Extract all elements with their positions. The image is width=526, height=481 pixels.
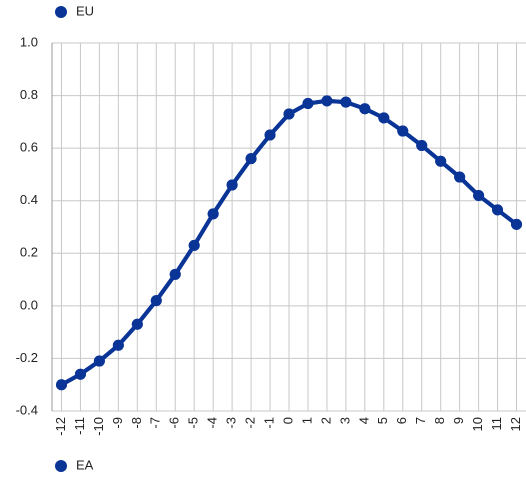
data-point [188,239,200,251]
data-point [207,208,219,220]
x-tick-label: 5 [375,417,390,424]
data-point [359,103,371,115]
data-point [169,268,181,280]
data-point [378,112,390,124]
data-point [435,155,447,167]
x-tick-label: 3 [337,417,352,424]
data-point [283,108,295,120]
x-tick-label: 7 [413,417,428,424]
data-point [226,179,238,191]
data-point [150,295,162,307]
data-point [131,318,143,330]
data-point [454,171,466,183]
y-tick-label: 0.2 [20,245,38,260]
x-tick-label: -6 [167,417,182,429]
x-tick-label: 12 [508,417,523,431]
data-point [321,95,333,107]
x-tick-label: 0 [280,417,295,424]
x-tick-label: -3 [224,417,239,429]
x-tick-label: 6 [394,417,409,424]
data-point [74,368,86,380]
data-point [492,204,504,216]
data-point [416,140,428,152]
data-point [340,96,352,108]
x-tick-label: -1 [261,417,276,429]
x-tick-label: 10 [470,417,485,431]
x-tick-label: 2 [318,417,333,424]
x-tick-label: -8 [129,417,144,429]
data-point [264,129,276,141]
x-tick-label: -7 [148,417,163,429]
data-point [473,189,485,201]
y-tick-label: 0.6 [20,140,38,155]
x-tick-label: 8 [432,417,447,424]
y-tick-label: -0.2 [16,350,38,365]
data-point [245,153,257,165]
legend-label: EA [76,457,94,472]
y-tick-label: 0.4 [20,192,38,207]
legend-marker [55,460,67,472]
y-tick-label: -0.4 [16,402,38,417]
data-point [397,125,409,137]
x-tick-label: -4 [205,417,220,429]
x-tick-label: -2 [243,417,258,429]
y-tick-label: 0.8 [20,87,38,102]
x-tick-label: 4 [356,417,371,424]
x-tick-label: -5 [186,417,201,429]
data-point [55,379,67,391]
data-point [112,339,124,351]
x-tick-label: -9 [110,417,125,429]
x-tick-label: -11 [72,417,87,435]
legend-label: EU [76,3,94,18]
y-tick-label: 1.0 [20,34,38,49]
y-tick-label: 0.0 [20,297,38,312]
data-point [302,97,314,109]
data-point [93,355,105,367]
legend-marker [55,6,67,18]
x-tick-label: -12 [53,417,68,436]
x-tick-label: 11 [489,417,504,431]
data-point [511,218,523,230]
x-tick-label: -10 [91,417,106,436]
x-tick-label: 1 [299,417,314,424]
x-tick-label: 9 [451,417,466,424]
